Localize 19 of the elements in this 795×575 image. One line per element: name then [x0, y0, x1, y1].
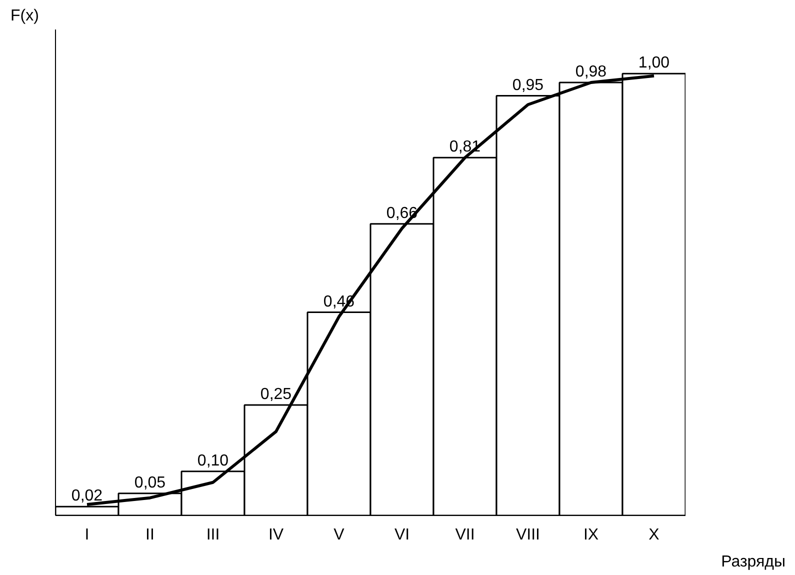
data-label: 0,02	[71, 488, 103, 505]
data-label: 0,25	[260, 386, 292, 404]
data-label: 0,98	[575, 64, 607, 81]
x-tick-label: III	[206, 526, 220, 544]
x-tick-label: V	[334, 526, 345, 544]
data-label: 1,00	[638, 54, 670, 72]
x-tick-label: IV	[268, 526, 284, 544]
x-tick-label: VIII	[516, 526, 540, 544]
x-axis-title: Разряды	[721, 554, 786, 570]
data-label: 0,05	[134, 474, 166, 492]
x-tick-label: X	[648, 526, 660, 544]
data-label: 0,10	[197, 452, 229, 470]
y-axis-title: F(x)	[10, 8, 39, 24]
x-tick-label: I	[84, 526, 90, 544]
x-tick-label: II	[146, 526, 154, 544]
data-label: 0,95	[512, 76, 544, 94]
x-tick-label: VII	[455, 526, 475, 544]
x-tick-label: VI	[394, 526, 410, 544]
x-tick-label: IX	[583, 526, 599, 544]
